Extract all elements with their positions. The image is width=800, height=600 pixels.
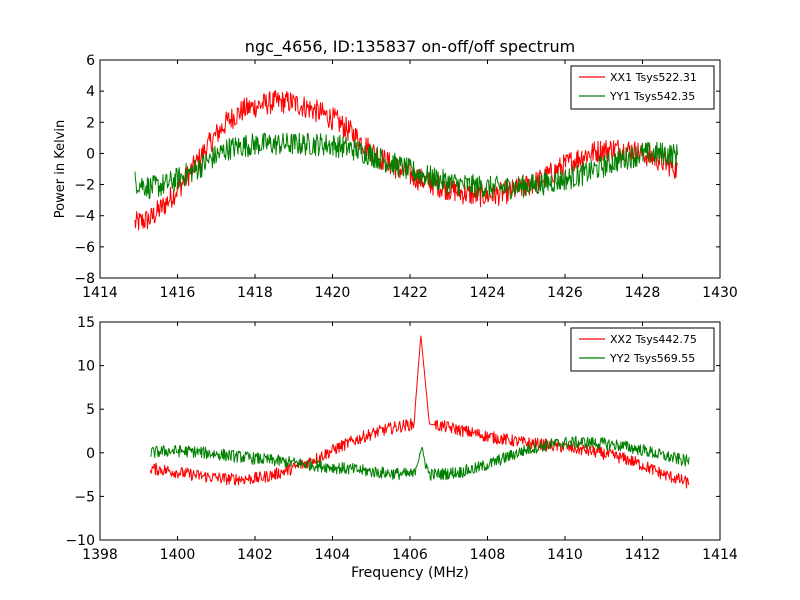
- x-tick-label: 1428: [625, 285, 661, 301]
- y-tick-label: 0: [86, 146, 95, 162]
- bottom-ticks: 1398 1400 1402 1404 1406 1408 1410 1412 1414 −10 −…: [65, 315, 737, 563]
- x-tick-label: 1430: [702, 285, 738, 301]
- y-tick-label: 6: [86, 53, 95, 69]
- x-tick-label: 1412: [625, 547, 661, 563]
- legend-label-yy1: YY1 Tsys542.35: [609, 90, 695, 103]
- x-tick-label: 1422: [392, 285, 428, 301]
- y-tick-label: 5: [86, 402, 95, 418]
- series-line-0-1: [134, 132, 678, 200]
- x-tick-label: 1416: [160, 285, 196, 301]
- bottom-x-axis-label: Frequency (MHz): [351, 565, 469, 581]
- y-tick-label: 15: [77, 315, 95, 331]
- x-tick-label: 1408: [470, 547, 506, 563]
- y-tick-label: −2: [74, 178, 95, 194]
- y-tick-label: −5: [74, 489, 95, 505]
- y-tick-label: 2: [86, 115, 95, 131]
- x-tick-label: 1398: [82, 547, 118, 563]
- bottom-plot-lines: [149, 335, 690, 489]
- x-tick-label: 1420: [315, 285, 351, 301]
- bottom-plot-frame: [99, 321, 721, 541]
- top-ticks: 1414 1416 1418 1420 1422 1424 1426 1428 1430 −8 −6…: [74, 53, 737, 301]
- x-tick-label: 1424: [470, 285, 506, 301]
- top-axes: ngc_4656, ID:135837 on-off/off spectrum …: [53, 37, 738, 301]
- series-line-1-0: [149, 335, 690, 489]
- y-tick-label: 10: [77, 359, 95, 375]
- y-tick-label: −8: [74, 271, 95, 287]
- legend-label-xx1: XX1 Tsys522.31: [610, 71, 697, 84]
- x-tick-label: 1402: [237, 547, 273, 563]
- bottom-axes: 1398 1400 1402 1404 1406 1408 1410 1412 1414 −10 −…: [65, 315, 737, 581]
- top-chart-title: ngc_4656, ID:135837 on-off/off spectrum: [245, 37, 575, 57]
- y-tick-label: −6: [74, 240, 95, 256]
- series-line-1-1: [150, 435, 690, 481]
- x-tick-label: 1414: [702, 547, 738, 563]
- legend-label-xx2: XX2 Tsys442.75: [610, 333, 697, 346]
- x-tick-label: 1406: [392, 547, 428, 563]
- bottom-legend: XX2 Tsys442.75 YY2 Tsys569.55: [570, 327, 715, 372]
- top-plot-frame: [99, 59, 721, 279]
- y-tick-label: −4: [74, 209, 95, 225]
- bottom-legend-box: [570, 327, 715, 372]
- x-tick-label: 1400: [160, 547, 196, 563]
- top-y-axis-label: Power in Kelvin: [53, 120, 68, 218]
- x-tick-label: 1426: [547, 285, 583, 301]
- x-tick-label: 1414: [82, 285, 118, 301]
- x-tick-label: 1418: [237, 285, 273, 301]
- y-tick-label: 4: [86, 84, 95, 100]
- x-tick-label: 1404: [315, 547, 351, 563]
- top-legend: XX1 Tsys522.31 YY1 Tsys542.35: [570, 65, 715, 110]
- top-plot-lines: [134, 90, 678, 231]
- x-tick-label: 1410: [547, 547, 583, 563]
- top-legend-box: [570, 65, 715, 110]
- y-tick-label: −10: [65, 533, 95, 549]
- y-tick-label: 0: [86, 446, 95, 462]
- legend-label-yy2: YY2 Tsys569.55: [609, 352, 695, 365]
